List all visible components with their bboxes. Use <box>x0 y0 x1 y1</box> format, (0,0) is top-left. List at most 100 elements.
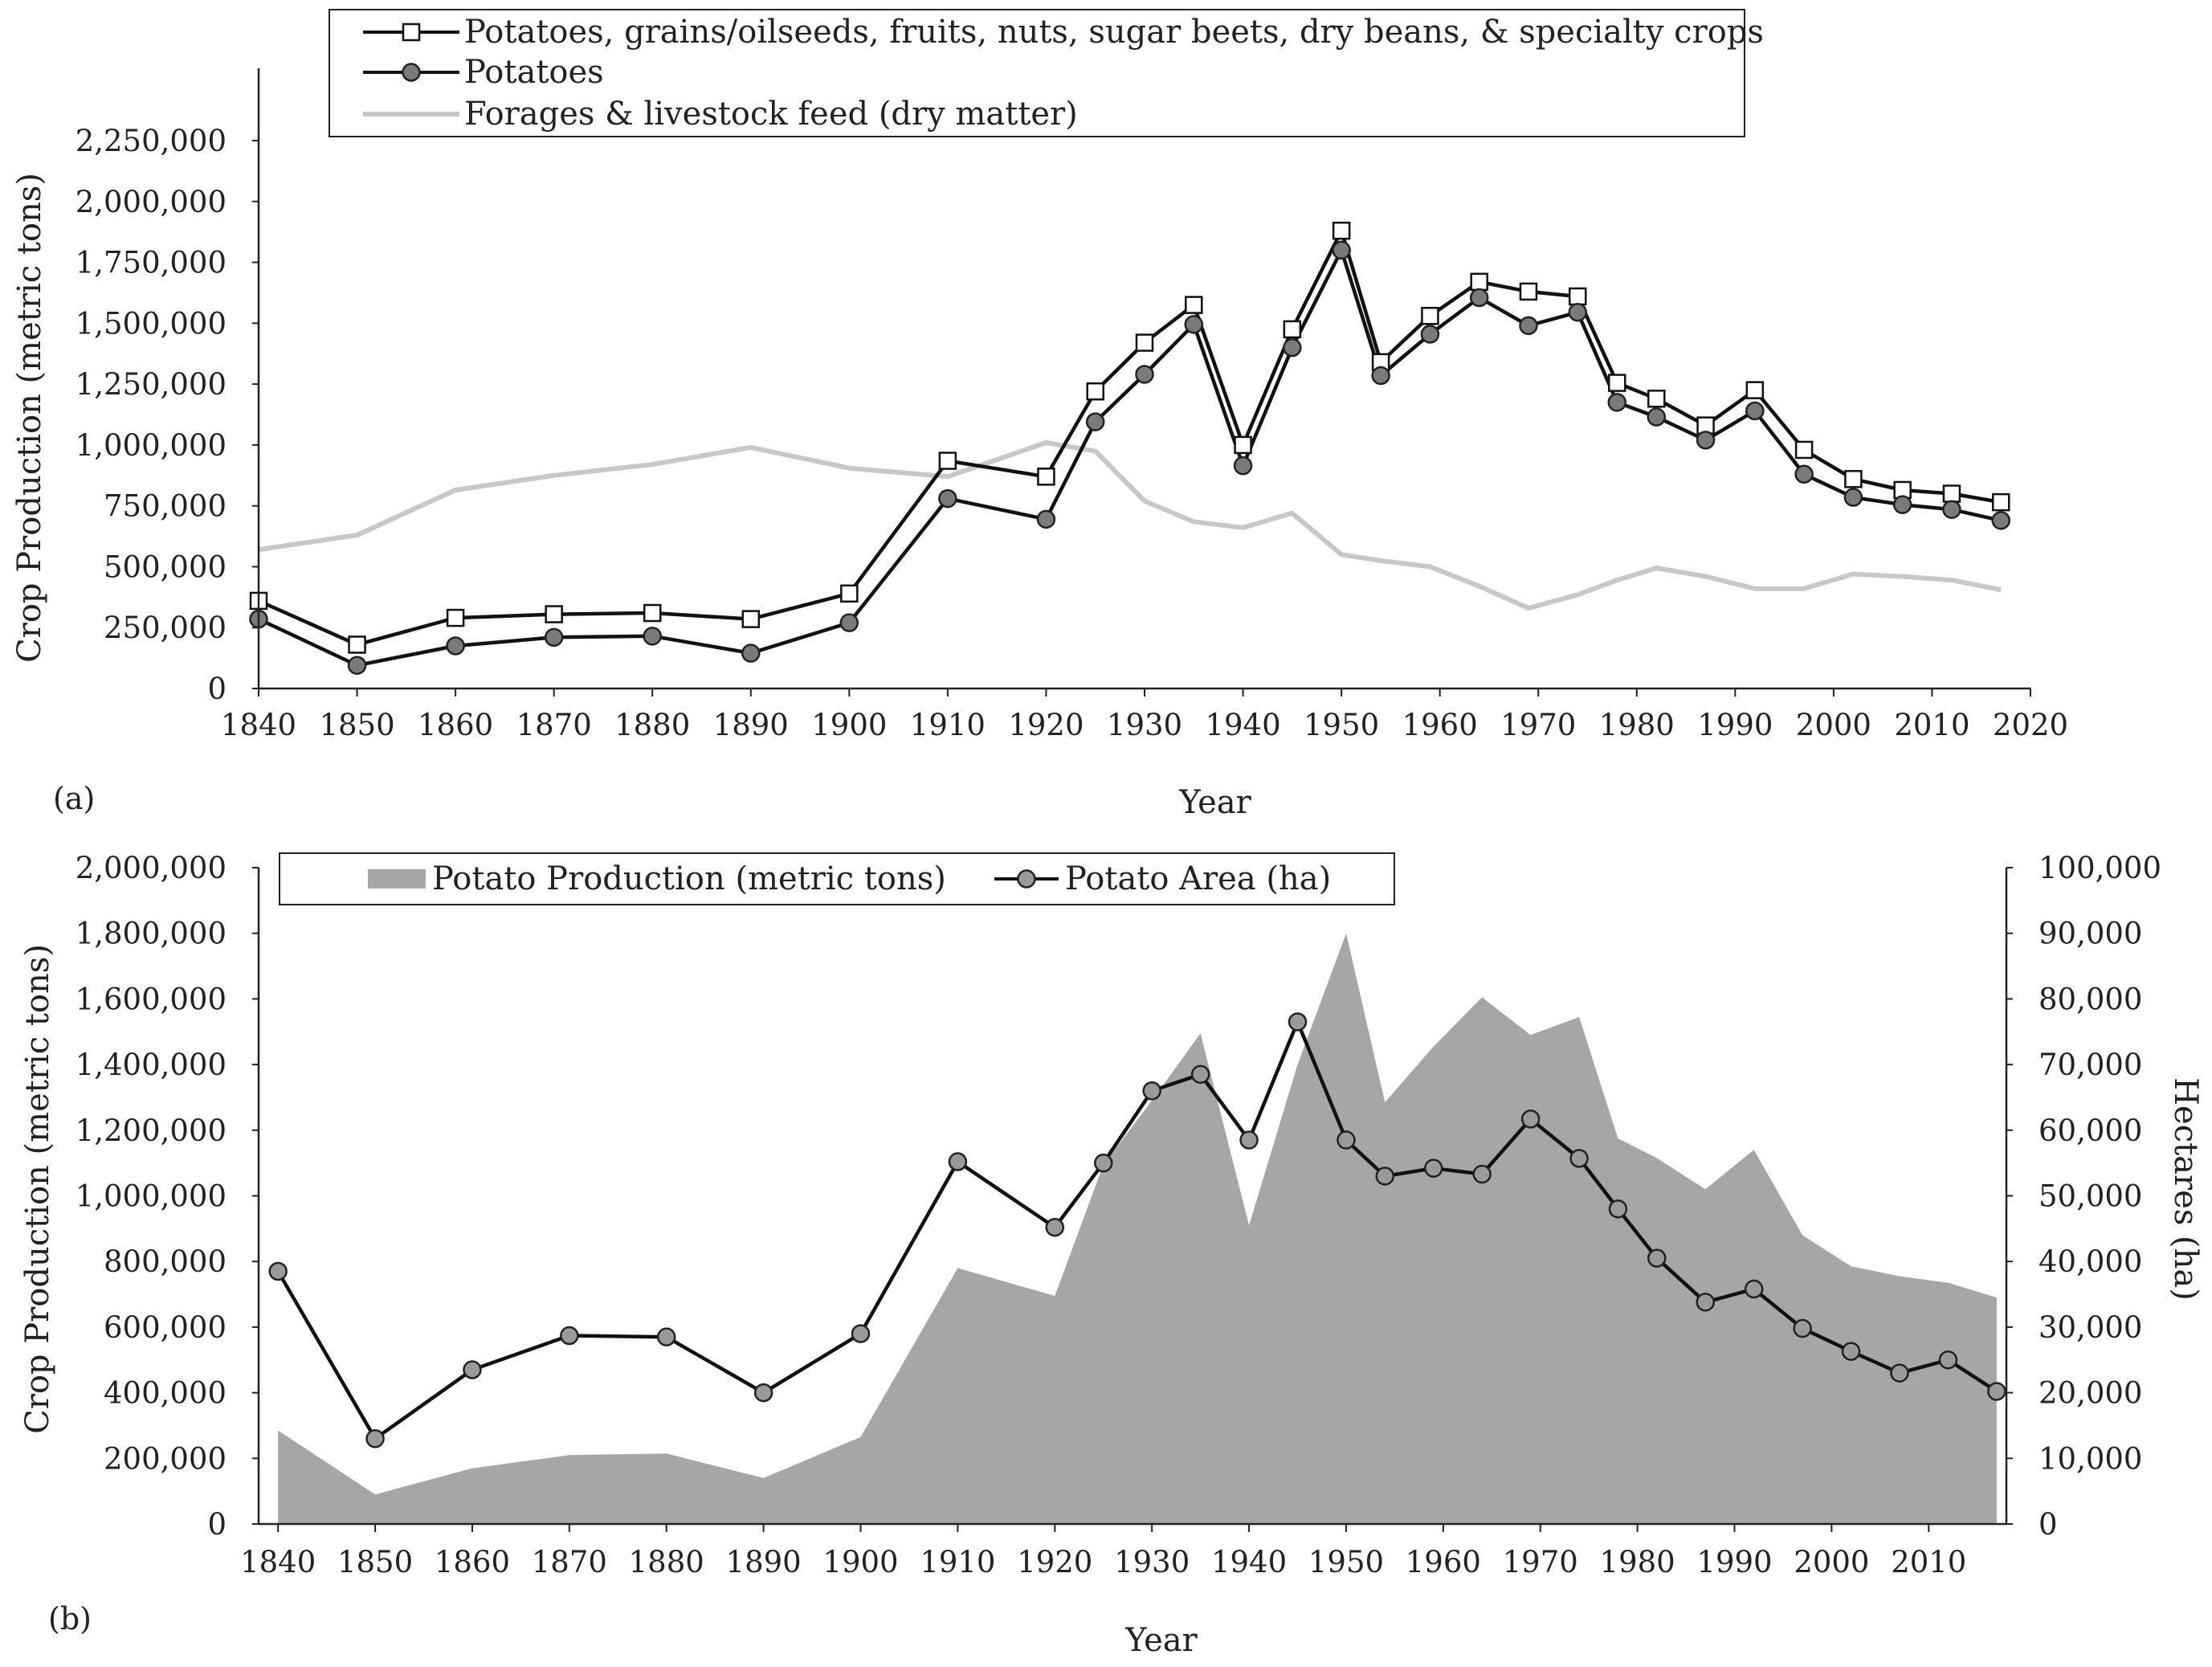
panel-a-potatoes-point <box>741 644 761 663</box>
potato-area-point <box>1938 1350 1958 1370</box>
panel-b-x-tick-label: 1840 <box>240 1545 316 1579</box>
panel-a-x-tick-label: 1890 <box>713 708 789 742</box>
legend-entry-label: Potatoes <box>464 54 604 91</box>
potato-area-point <box>1239 1130 1259 1150</box>
panel-a-x-tick-label: 1870 <box>516 708 592 742</box>
potato-area-point <box>1093 1153 1113 1173</box>
potato-area-point <box>1142 1081 1161 1101</box>
panel-a-potatoes-point <box>1991 511 2010 530</box>
panel-a-chart: 1840 1850 1860 1870 1880 1890 1900 1910 1920 1930… <box>11 9 2068 821</box>
panel-b-y-tick-label: 200,000 <box>104 1441 227 1476</box>
panel-a-total-crops-point <box>1942 484 1961 503</box>
panel-a-total-crops-point <box>1844 470 1863 488</box>
panel-a-potatoes-point <box>1892 495 1912 514</box>
panel-b-y2-tick-label: 100,000 <box>2039 851 2161 885</box>
panel-a-x-tick-label: 1850 <box>319 708 394 742</box>
potato-area-point <box>1045 1217 1065 1237</box>
panel-a-total-crops-point <box>1421 306 1439 325</box>
panel-b-x-tick-label: 1900 <box>822 1545 898 1579</box>
potato-area-point <box>656 1327 676 1346</box>
panel-a-potatoes-point <box>643 627 662 646</box>
panel-a-total-crops-point <box>1608 374 1626 392</box>
panel-a-potatoes-point <box>1135 365 1154 384</box>
panel-a-potatoes-point <box>1519 316 1538 336</box>
potato-area-point <box>1608 1199 1628 1219</box>
panel-b-x-tick-label: 1870 <box>532 1545 607 1579</box>
panel-a-y-tick-label: 0 <box>207 672 227 706</box>
panel-a-x-tick-label: 2010 <box>1894 708 1969 742</box>
panel-b-y2-tick-label: 20,000 <box>2039 1376 2142 1411</box>
panel-a-y-tick-label: 2,000,000 <box>76 185 227 219</box>
panel-a-x-tick-label: 1990 <box>1697 708 1773 742</box>
panel-b-y2-tick-label: 0 <box>2039 1507 2058 1542</box>
potato-production-area <box>278 933 1997 1524</box>
panel-b-y2-tick-label: 70,000 <box>2039 1048 2142 1082</box>
legend-square-marker <box>402 22 421 42</box>
panel-a-potatoes-point <box>938 488 957 509</box>
panel-a-series-line-2 <box>258 439 2002 611</box>
panel-a-potatoes-point <box>1233 456 1253 476</box>
potato-area-point <box>1890 1363 1909 1383</box>
panel-a-total-crops-point <box>1234 435 1252 455</box>
potato-area-point <box>1569 1149 1589 1168</box>
legend-circle-marker <box>402 63 421 82</box>
panel-b-x-tick-label: 1930 <box>1114 1545 1190 1579</box>
panel-a-total-crops-point <box>1519 282 1538 301</box>
potato-area-point <box>1190 1064 1210 1085</box>
potato-area-point <box>1288 1012 1308 1032</box>
potato-area-point <box>1647 1248 1667 1268</box>
legend-entry-label: Potato Area (ha) <box>1065 860 1331 897</box>
panel-a-total-crops-point <box>1647 390 1666 408</box>
panel-a-potatoes-point <box>544 627 564 648</box>
legend-entry-label: Potato Production (metric tons) <box>432 860 946 897</box>
panel-b-y-tick-label: 400,000 <box>104 1376 227 1411</box>
panel-a-total-crops-point <box>1991 492 2010 512</box>
panel-a-total-crops-point <box>643 603 662 623</box>
potato-area-point <box>1337 1130 1356 1150</box>
panel-a-x-tick-label: 1980 <box>1599 708 1675 742</box>
panel-a-y-axis-title: Crop Production (metric tons) <box>11 173 48 663</box>
potato-area-point <box>753 1383 773 1403</box>
panel-b-y2-tick-label: 90,000 <box>2039 917 2142 951</box>
panel-b-y2-tick-label: 80,000 <box>2039 982 2142 1016</box>
panel-b-label: (b) <box>48 1601 92 1636</box>
panel-a-total-crops-point <box>1283 320 1302 339</box>
panel-b-x-tick-label: 1940 <box>1211 1545 1287 1579</box>
panel-a-x-axis-title: Year <box>1178 784 1251 821</box>
panel-b-x-tick-label: 1920 <box>1017 1545 1092 1579</box>
panel-a-potatoes-point <box>347 656 367 675</box>
potato-area-point <box>463 1360 482 1379</box>
panel-a-potatoes-point <box>1745 401 1765 421</box>
panel-b-y2-tick-label: 10,000 <box>2039 1441 2142 1476</box>
panel-a-total-crops-point <box>1185 296 1203 314</box>
panel-a-total-crops-point <box>348 635 366 654</box>
panel-b-y-axis-title: Crop Production (metric tons) <box>19 944 56 1434</box>
panel-b-x-tick-label: 1890 <box>726 1545 802 1579</box>
panel-a-x-tick-label: 1860 <box>418 708 493 742</box>
panel-a-total-crops-point <box>446 608 465 627</box>
panel-a-total-crops-point <box>741 610 761 628</box>
panel-a-potatoes-point <box>1607 393 1627 412</box>
panel-b-legend: Potato Production (metric tons) Potato Ar… <box>279 852 1395 905</box>
panel-a-x-tick-label: 1970 <box>1500 708 1576 742</box>
panel-a-total-crops-point <box>1332 221 1351 240</box>
panel-a-potatoes-point <box>1036 509 1056 529</box>
panel-a-potatoes-point <box>1794 464 1814 484</box>
panel-a-potatoes-point <box>1843 488 1863 507</box>
panel-a-potatoes-point <box>446 636 465 656</box>
legend-entry-label: Potatoes, grains/oilseeds, fruits, nuts,… <box>464 14 1764 51</box>
panel-b-y-tick-label: 1,600,000 <box>76 982 227 1016</box>
legend-circle-marker <box>1017 869 1036 889</box>
panel-b-x-tick-label: 1950 <box>1308 1545 1384 1579</box>
panel-a-x-tick-label: 2000 <box>1796 708 1871 742</box>
panel-a-potatoes-point <box>839 613 859 632</box>
panel-a-x-tick-label: 1910 <box>910 708 986 742</box>
panel-b-x-tick-label: 2010 <box>1891 1545 1966 1579</box>
panel-b-y-tick-label: 1,800,000 <box>76 917 227 951</box>
potato-area-point <box>365 1429 385 1448</box>
potato-area-point <box>560 1326 579 1346</box>
panel-a-total-crops-point <box>545 605 563 623</box>
potato-area-point <box>1520 1109 1541 1129</box>
potato-area-point <box>1375 1166 1395 1186</box>
